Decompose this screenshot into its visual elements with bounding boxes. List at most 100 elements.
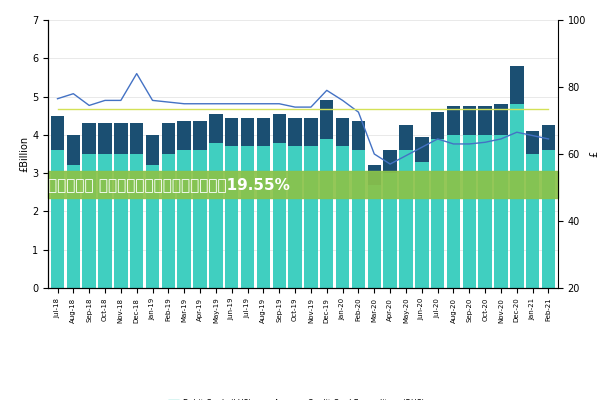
Bar [67,135,80,166]
Bar [98,123,112,154]
Bar [542,125,555,150]
Bar [161,154,175,288]
Average Debit Card PoS Expenditure (RHS) [165,106,172,111]
Bar [146,166,159,288]
Bar [463,135,476,288]
Bar [463,106,476,135]
Bar [431,139,445,288]
Average Debit Card PoS Expenditure (RHS) [133,106,140,111]
Bar [320,139,334,288]
Average Credit Card Expenditure (RHS) [513,130,520,135]
Bar [51,116,64,150]
Bar [193,150,207,288]
Average Credit Card Expenditure (RHS) [466,142,473,146]
Y-axis label: £: £ [589,151,599,157]
Bar [383,150,397,173]
Bar [130,123,143,154]
Average Debit Card PoS Expenditure (RHS) [323,106,331,111]
Average Debit Card PoS Expenditure (RHS) [54,106,61,111]
Average Credit Card Expenditure (RHS) [260,101,267,106]
Bar [447,106,460,135]
Average Debit Card PoS Expenditure (RHS) [149,106,156,111]
Bar [257,118,270,146]
Bar [510,104,524,288]
Average Debit Card PoS Expenditure (RHS) [260,106,267,111]
Bar [336,118,349,146]
Average Credit Card Expenditure (RHS) [323,88,331,93]
Average Debit Card PoS Expenditure (RHS) [434,106,441,111]
Average Debit Card PoS Expenditure (RHS) [466,106,473,111]
Average Credit Card Expenditure (RHS) [149,98,156,103]
Bar [399,150,413,288]
Bar [178,122,191,150]
Average Credit Card Expenditure (RHS) [434,136,441,141]
Bar [272,142,286,288]
Bar [193,122,207,150]
Average Credit Card Expenditure (RHS) [101,98,109,103]
Average Debit Card PoS Expenditure (RHS) [339,106,346,111]
Average Debit Card PoS Expenditure (RHS) [371,106,378,111]
Bar [368,185,381,288]
Average Debit Card PoS Expenditure (RHS) [292,106,299,111]
Bar [209,142,223,288]
Bar [225,118,238,146]
Bar [431,112,445,139]
Bar [478,106,492,135]
Average Debit Card PoS Expenditure (RHS) [86,106,93,111]
Average Debit Card PoS Expenditure (RHS) [181,106,188,111]
Average Credit Card Expenditure (RHS) [418,145,425,150]
Average Debit Card PoS Expenditure (RHS) [212,106,220,111]
Bar [130,154,143,288]
Bar [352,150,365,288]
Bar [82,123,96,154]
Bar [82,154,96,288]
Bar [447,135,460,288]
Average Credit Card Expenditure (RHS) [70,91,77,96]
Average Credit Card Expenditure (RHS) [181,101,188,106]
Bar [352,122,365,150]
Average Debit Card PoS Expenditure (RHS) [418,106,425,111]
Average Debit Card PoS Expenditure (RHS) [244,106,251,111]
Bar [383,173,397,288]
Average Credit Card Expenditure (RHS) [54,96,61,101]
Average Credit Card Expenditure (RHS) [371,152,378,156]
Average Credit Card Expenditure (RHS) [133,71,140,76]
Bar [209,114,223,142]
Average Credit Card Expenditure (RHS) [275,101,283,106]
Bar [415,162,428,288]
Line: Average Credit Card Expenditure (RHS): Average Credit Card Expenditure (RHS) [58,74,548,164]
Bar [415,137,428,162]
Average Debit Card PoS Expenditure (RHS) [196,106,203,111]
Average Credit Card Expenditure (RHS) [482,140,489,145]
Bar [368,166,381,185]
Average Debit Card PoS Expenditure (RHS) [275,106,283,111]
Bar [161,123,175,154]
Bar [510,66,524,104]
Bar [494,104,508,135]
Bar [178,150,191,288]
Average Debit Card PoS Expenditure (RHS) [307,106,314,111]
Average Credit Card Expenditure (RHS) [165,100,172,104]
Bar [526,131,539,154]
Average Debit Card PoS Expenditure (RHS) [497,106,505,111]
Bar [51,150,64,288]
Average Credit Card Expenditure (RHS) [307,105,314,110]
Average Credit Card Expenditure (RHS) [529,133,536,138]
Average Debit Card PoS Expenditure (RHS) [513,106,520,111]
Y-axis label: £Billion: £Billion [19,136,29,172]
Average Credit Card Expenditure (RHS) [86,103,93,108]
Average Debit Card PoS Expenditure (RHS) [403,106,410,111]
Bar [304,118,317,146]
Average Debit Card PoS Expenditure (RHS) [101,106,109,111]
Bar [272,114,286,142]
Text: 股票配资吗 水井坊：上半年净利润同比增长19.55%: 股票配资吗 水井坊：上半年净利润同比增长19.55% [48,177,290,192]
Bar [48,171,558,198]
Average Credit Card Expenditure (RHS) [355,110,362,114]
Bar [320,100,334,139]
Legend: Debit Cards (LHS), Credit Cards (LHS), Average Credit Card Expenditure (RHS), Av: Debit Cards (LHS), Credit Cards (LHS), A… [165,396,441,400]
Bar [399,125,413,150]
Bar [257,146,270,288]
Bar [304,146,317,288]
Average Credit Card Expenditure (RHS) [497,136,505,141]
Bar [241,146,254,288]
